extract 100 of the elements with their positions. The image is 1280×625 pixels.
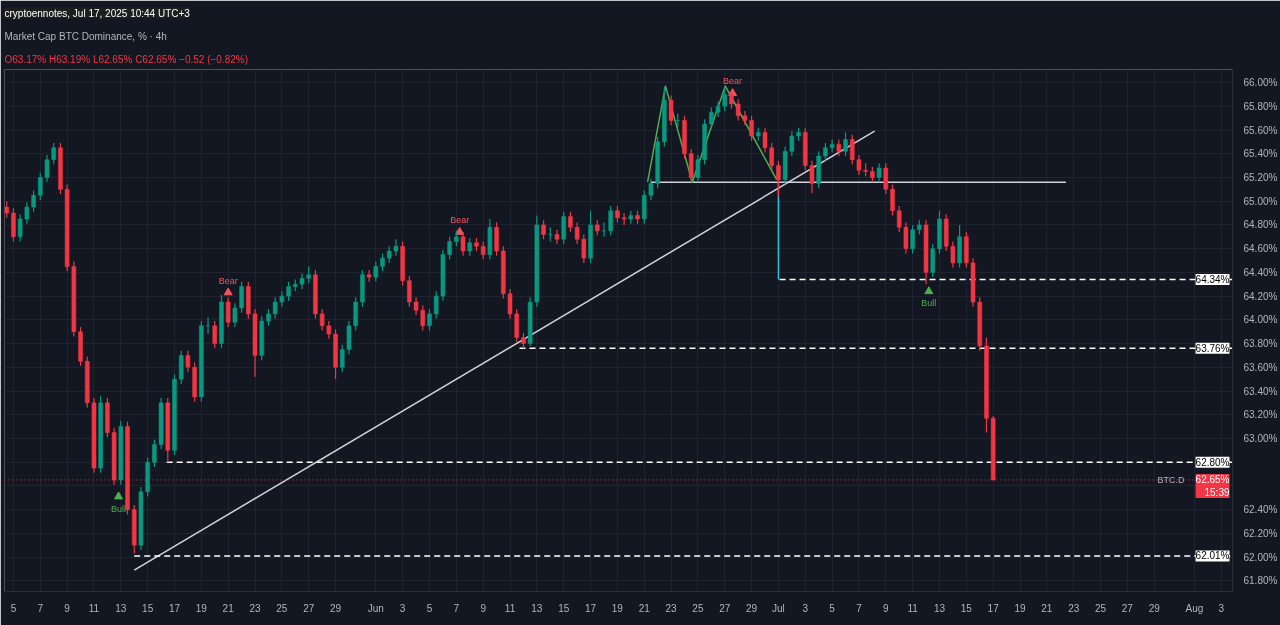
y-tick-label: 66.00%: [1243, 77, 1278, 89]
candlestick: [554, 229, 560, 245]
x-tick-label: 27: [303, 602, 315, 614]
candlestick: [433, 290, 439, 320]
data-label: Bull: [111, 503, 127, 514]
y-tick-label: 64.80%: [1243, 219, 1278, 231]
x-tick-label: Aug: [1185, 602, 1204, 614]
x-tick-label: 15: [558, 602, 570, 614]
x-tick-label: 23: [665, 602, 678, 614]
y-tick-label: 63.60%: [1243, 361, 1278, 373]
x-tick-label: 25: [692, 602, 704, 614]
x-tick-label: 3: [802, 602, 809, 614]
y-tick-label: 63.80%: [1243, 338, 1278, 350]
candlestick: [641, 189, 647, 225]
x-tick-label: 29: [329, 602, 342, 614]
candlestick: [259, 315, 264, 361]
candlestick: [883, 162, 889, 195]
candlestick: [192, 361, 197, 403]
annotation: 63.76%: [1195, 342, 1230, 354]
x-tick-label: 17: [584, 602, 597, 614]
y-tick-label: 62.40%: [1243, 504, 1278, 516]
y-tick-label: 65.60%: [1243, 124, 1278, 136]
x-tick-label: 5: [426, 602, 433, 614]
candlestick: [581, 233, 587, 264]
candlestick: [353, 296, 358, 332]
data-label: Bear: [218, 275, 238, 286]
x-tick-label: 27: [719, 602, 731, 614]
text: cryptoennotes, Jul 17, 2025 10:44 UTC+3: [4, 7, 191, 19]
annotation: 62.01%: [1195, 550, 1230, 562]
data-label: Bear: [450, 215, 470, 226]
x-tick-label: 7: [856, 602, 863, 614]
y-tick-label: 65.80%: [1243, 100, 1278, 112]
y-tick-label: 62.00%: [1243, 551, 1278, 563]
candlestick: [608, 205, 613, 237]
candlestick: [360, 269, 365, 308]
chart-subtitle: O63.17% H63.19% L62.65% C62.65% −0.52 (−0.82%): [4, 53, 248, 65]
x-tick-label: 5: [10, 602, 17, 614]
candlestick: [178, 350, 184, 385]
candlestick: [172, 373, 177, 456]
y-tick-label: 65.40%: [1243, 148, 1278, 160]
candlestick: [561, 211, 566, 245]
candlestick: [876, 162, 882, 183]
x-tick-label: 29: [746, 602, 758, 614]
y-tick-label: 64.20%: [1243, 290, 1278, 302]
x-tick-label: 11: [907, 602, 919, 614]
candlestick: [816, 150, 821, 189]
x-tick-label: 11: [88, 602, 100, 614]
candlestick: [957, 224, 962, 269]
candlestick: [199, 320, 204, 403]
candlestick: [17, 213, 23, 243]
y-tick-label: 61.80%: [1243, 575, 1278, 587]
y-tick-label: 62.20%: [1243, 527, 1278, 539]
candlestick: [427, 308, 432, 332]
x-tick-label: Jul: [772, 602, 785, 614]
candlestick: [937, 210, 942, 254]
x-tick-label: 21: [222, 602, 235, 614]
x-tick-label: 13: [531, 602, 543, 614]
x-tick-label: 27: [1121, 602, 1134, 614]
candlestick: [152, 439, 157, 468]
candlestick: [702, 118, 707, 166]
y-tick-label: 63.00%: [1243, 432, 1278, 444]
candlestick: [588, 210, 593, 264]
candlestick: [219, 294, 224, 349]
x-tick-label: 21: [1041, 602, 1053, 614]
candlestick: [688, 148, 694, 183]
candlestick: [501, 245, 506, 300]
candlestick: [246, 281, 251, 320]
candlestick: [366, 269, 372, 283]
x-tick-label: 17: [168, 602, 181, 614]
x-tick-label: 3: [1218, 602, 1225, 614]
candlestick: [333, 328, 338, 380]
x-tick-label: 13: [115, 602, 127, 614]
y-tick-label: 64.60%: [1243, 243, 1278, 255]
x-tick-label: 11: [504, 602, 516, 614]
x-tick-label: 13: [933, 602, 946, 614]
y-tick-label: 64.40%: [1243, 266, 1278, 278]
candlestick: [964, 231, 969, 269]
candlestick: [662, 86, 667, 148]
x-tick-label: 23: [249, 602, 262, 614]
x-tick-label: 5: [829, 602, 836, 614]
candlestick: [460, 231, 466, 257]
ref-line-label: 62.65% 15:39: [1195, 473, 1230, 499]
data-label: Bear: [723, 76, 743, 87]
candlestick: [98, 395, 103, 474]
x-tick-label: 9: [480, 602, 487, 614]
x-tick-label: 9: [64, 602, 71, 614]
candlestick: [225, 296, 231, 328]
x-tick-label: 19: [195, 602, 208, 614]
candlestick: [977, 296, 983, 352]
candlestick: [843, 131, 848, 157]
y-tick-label: 65.00%: [1243, 195, 1278, 207]
candlestick: [930, 243, 936, 278]
x-tick-label: Jun: [367, 602, 384, 614]
y-tick-label: 65.20%: [1243, 171, 1278, 183]
candlestick: [709, 106, 714, 130]
candlestick: [11, 207, 16, 243]
x-tick-label: 19: [611, 602, 624, 614]
chart-title: Market Cap BTC Dominance, % · 4h: [4, 30, 167, 42]
candlestick: [695, 154, 701, 183]
candlestick: [212, 320, 218, 349]
